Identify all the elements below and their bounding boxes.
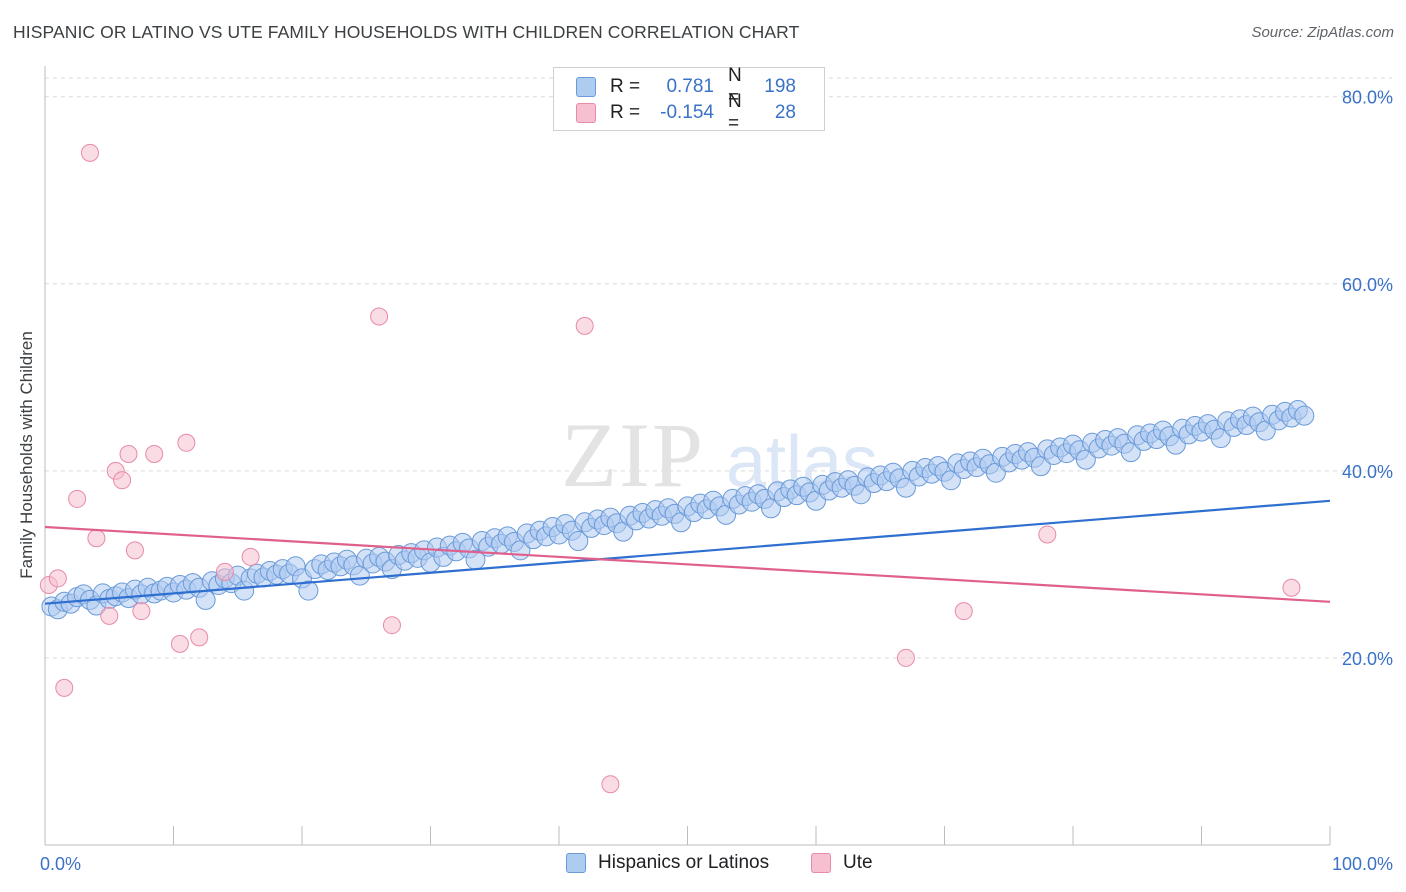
y-tick-label: 40.0%	[1342, 462, 1393, 482]
ute-point	[113, 471, 132, 490]
legend-swatch-ute	[576, 103, 596, 123]
legend-item-hispanics[interactable]: Hispanics or Latinos	[566, 852, 769, 874]
watermark-zip: ZIP	[561, 404, 705, 506]
legend-n-label: N =	[728, 65, 742, 108]
ute-point	[896, 648, 915, 667]
trend-line-ute	[44, 525, 1331, 603]
y-tick-labels: 20.0% 40.0% 60.0% 80.0%	[1342, 88, 1393, 669]
y-axis-label: Family Households with Children	[17, 331, 36, 579]
ute-point	[215, 562, 234, 581]
legend-n-value: 28	[774, 102, 796, 123]
legend-n-label: N =	[728, 91, 742, 134]
x-tick-label: 0.0%	[40, 854, 81, 874]
ute-point	[80, 143, 99, 162]
ute-point	[1282, 578, 1301, 597]
x-tick-labels: 0.0% 100.0%	[40, 854, 1393, 874]
ute-point	[1038, 525, 1057, 544]
ute-point	[125, 541, 144, 560]
trend-line-hispanics	[44, 499, 1331, 605]
legend-n-value: 198	[764, 76, 796, 97]
ute-point	[190, 628, 209, 647]
ute-point	[132, 602, 151, 621]
chart-title: HISPANIC OR LATINO VS UTE FAMILY HOUSEHO…	[13, 22, 800, 42]
legend-label-ute: Ute	[843, 852, 873, 873]
ute-point	[370, 307, 389, 326]
legend-r-label: R =	[610, 76, 641, 97]
y-tick-label: 80.0%	[1342, 88, 1393, 108]
ute-point	[954, 602, 973, 621]
axes	[44, 66, 1331, 846]
legend-label-hispanics: Hispanics or Latinos	[598, 852, 770, 873]
y-tick-label: 20.0%	[1342, 649, 1393, 669]
ute-point	[55, 678, 74, 697]
legend-swatch-hispanics	[566, 853, 586, 873]
ute-point	[575, 316, 594, 335]
ute-point	[48, 569, 67, 588]
legend-row-hispanics: R = 0.781 N = 198	[576, 65, 796, 108]
hispanics-point	[298, 580, 319, 601]
x-tick-label: 100.0%	[1332, 854, 1393, 874]
legend-swatch-hispanics	[576, 77, 596, 97]
ute-point	[241, 547, 260, 566]
ute-point	[601, 775, 620, 794]
hispanics-point	[568, 531, 589, 552]
ute-point	[100, 606, 119, 625]
series-legend: Hispanics or Latinos Ute	[0, 852, 1406, 878]
legend-swatch-ute	[811, 853, 831, 873]
ute-point	[145, 445, 164, 464]
hispanics-point	[1294, 405, 1315, 426]
ute-point	[87, 529, 106, 548]
correlation-legend: R = 0.781 N = 198 R = -0.154 N = 28	[553, 65, 825, 134]
ute-point	[382, 616, 401, 635]
hispanics-point	[195, 589, 216, 610]
trend-lines	[44, 499, 1331, 605]
legend-r-value: -0.154	[660, 102, 714, 123]
ute-point	[177, 433, 196, 452]
ute-point	[119, 445, 138, 464]
source-label: Source: ZipAtlas.com	[1251, 24, 1394, 41]
legend-r-value: 0.781	[666, 76, 714, 97]
ute-point	[68, 489, 87, 508]
legend-item-ute[interactable]: Ute	[811, 852, 873, 874]
series-ute-points	[39, 143, 1301, 794]
legend-r-label: R =	[610, 102, 641, 123]
ute-point	[170, 634, 189, 653]
y-tick-label: 60.0%	[1342, 275, 1393, 295]
legend-row-ute: R = -0.154 N = 28	[576, 91, 796, 134]
